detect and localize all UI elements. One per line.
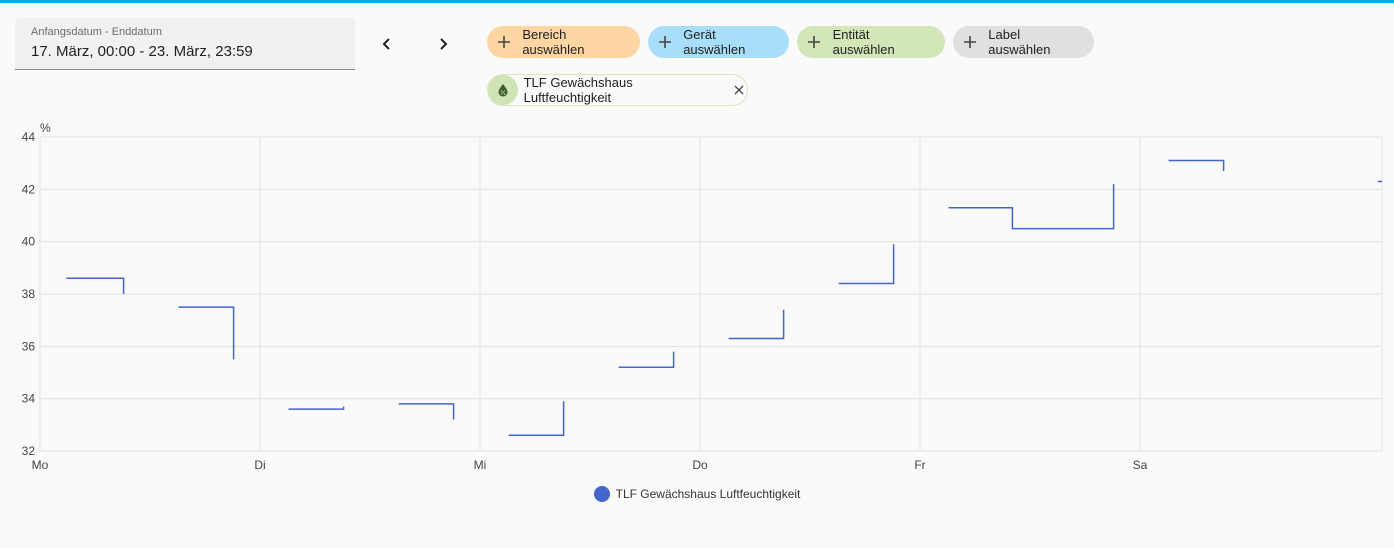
x-tick-label: Mo [32, 458, 49, 472]
x-tick-label: Di [254, 458, 265, 472]
x-tick-label: Sa [1133, 458, 1148, 472]
date-range-picker[interactable]: Anfangsdatum - Enddatum 17. März, 00:00 … [15, 18, 355, 70]
chevron-right-icon [440, 38, 448, 50]
selected-entity-chip[interactable]: TLF Gewächshaus Luftfeuchtigkeit [487, 74, 748, 106]
y-axis-unit-label: % [40, 121, 51, 135]
series-segment [1168, 159, 1225, 171]
chevron-left-icon [382, 38, 390, 50]
next-period-button[interactable] [429, 30, 457, 58]
series-segment [288, 406, 345, 410]
series-segment [838, 244, 895, 285]
y-tick-label: 32 [22, 444, 36, 458]
date-range-label: Anfangsdatum - Enddatum [31, 26, 162, 38]
plus-icon [961, 33, 978, 51]
add-device-label: Gerät auswählen [683, 27, 746, 57]
y-axis: 32 34 36 38 40 42 44 [22, 130, 36, 458]
close-icon [734, 85, 744, 95]
x-tick-label: Mi [474, 458, 487, 472]
add-area-chip[interactable]: Bereich auswählen [487, 26, 640, 58]
y-tick-label: 44 [22, 130, 36, 144]
series-segment [618, 351, 675, 369]
series-segment [398, 403, 455, 420]
plus-icon [805, 33, 823, 51]
y-tick-label: 40 [22, 235, 36, 249]
chart-series [66, 159, 1382, 437]
x-tick-label: Do [692, 458, 708, 472]
date-range-value: 17. März, 00:00 - 23. März, 23:59 [31, 43, 253, 60]
add-entity-chip[interactable]: Entität auswählen [797, 26, 945, 58]
add-area-label: Bereich auswählen [522, 27, 585, 57]
plus-icon [495, 33, 512, 51]
series-segment [66, 277, 125, 294]
series-segment [728, 309, 785, 340]
y-tick-label: 36 [22, 339, 36, 353]
add-entity-label: Entität auswählen [832, 27, 895, 57]
y-tick-label: 38 [22, 287, 36, 301]
series-segment [508, 401, 565, 437]
top-accent-bar [0, 0, 1394, 3]
y-tick-label: 42 [22, 182, 36, 196]
previous-period-button[interactable] [373, 30, 401, 58]
chart-grid [39, 136, 1383, 452]
series-segment [948, 184, 1115, 230]
add-label-chip[interactable]: Label auswählen [953, 26, 1094, 58]
humidity-history-chart: 32 34 36 38 40 42 44 Mo Di Mi Do Fr Sa % [22, 121, 1383, 472]
remove-entity-button[interactable] [731, 82, 747, 98]
add-device-chip[interactable]: Gerät auswählen [648, 26, 789, 58]
plus-icon [656, 33, 673, 51]
add-label-label: Label auswählen [988, 27, 1051, 57]
water-percent-icon [488, 75, 518, 105]
y-tick-label: 34 [22, 392, 36, 406]
x-tick-label: Fr [914, 458, 925, 472]
legend-series-label: TLF Gewächshaus Luftfeuchtigkeit [615, 487, 801, 501]
legend-swatch [593, 486, 610, 502]
chart-legend[interactable]: TLF Gewächshaus Luftfeuchtigkeit [0, 486, 1394, 502]
series-segment [178, 306, 235, 360]
x-axis: Mo Di Mi Do Fr Sa [32, 458, 1148, 472]
selected-entity-label: TLF Gewächshaus Luftfeuchtigkeit [523, 75, 633, 105]
